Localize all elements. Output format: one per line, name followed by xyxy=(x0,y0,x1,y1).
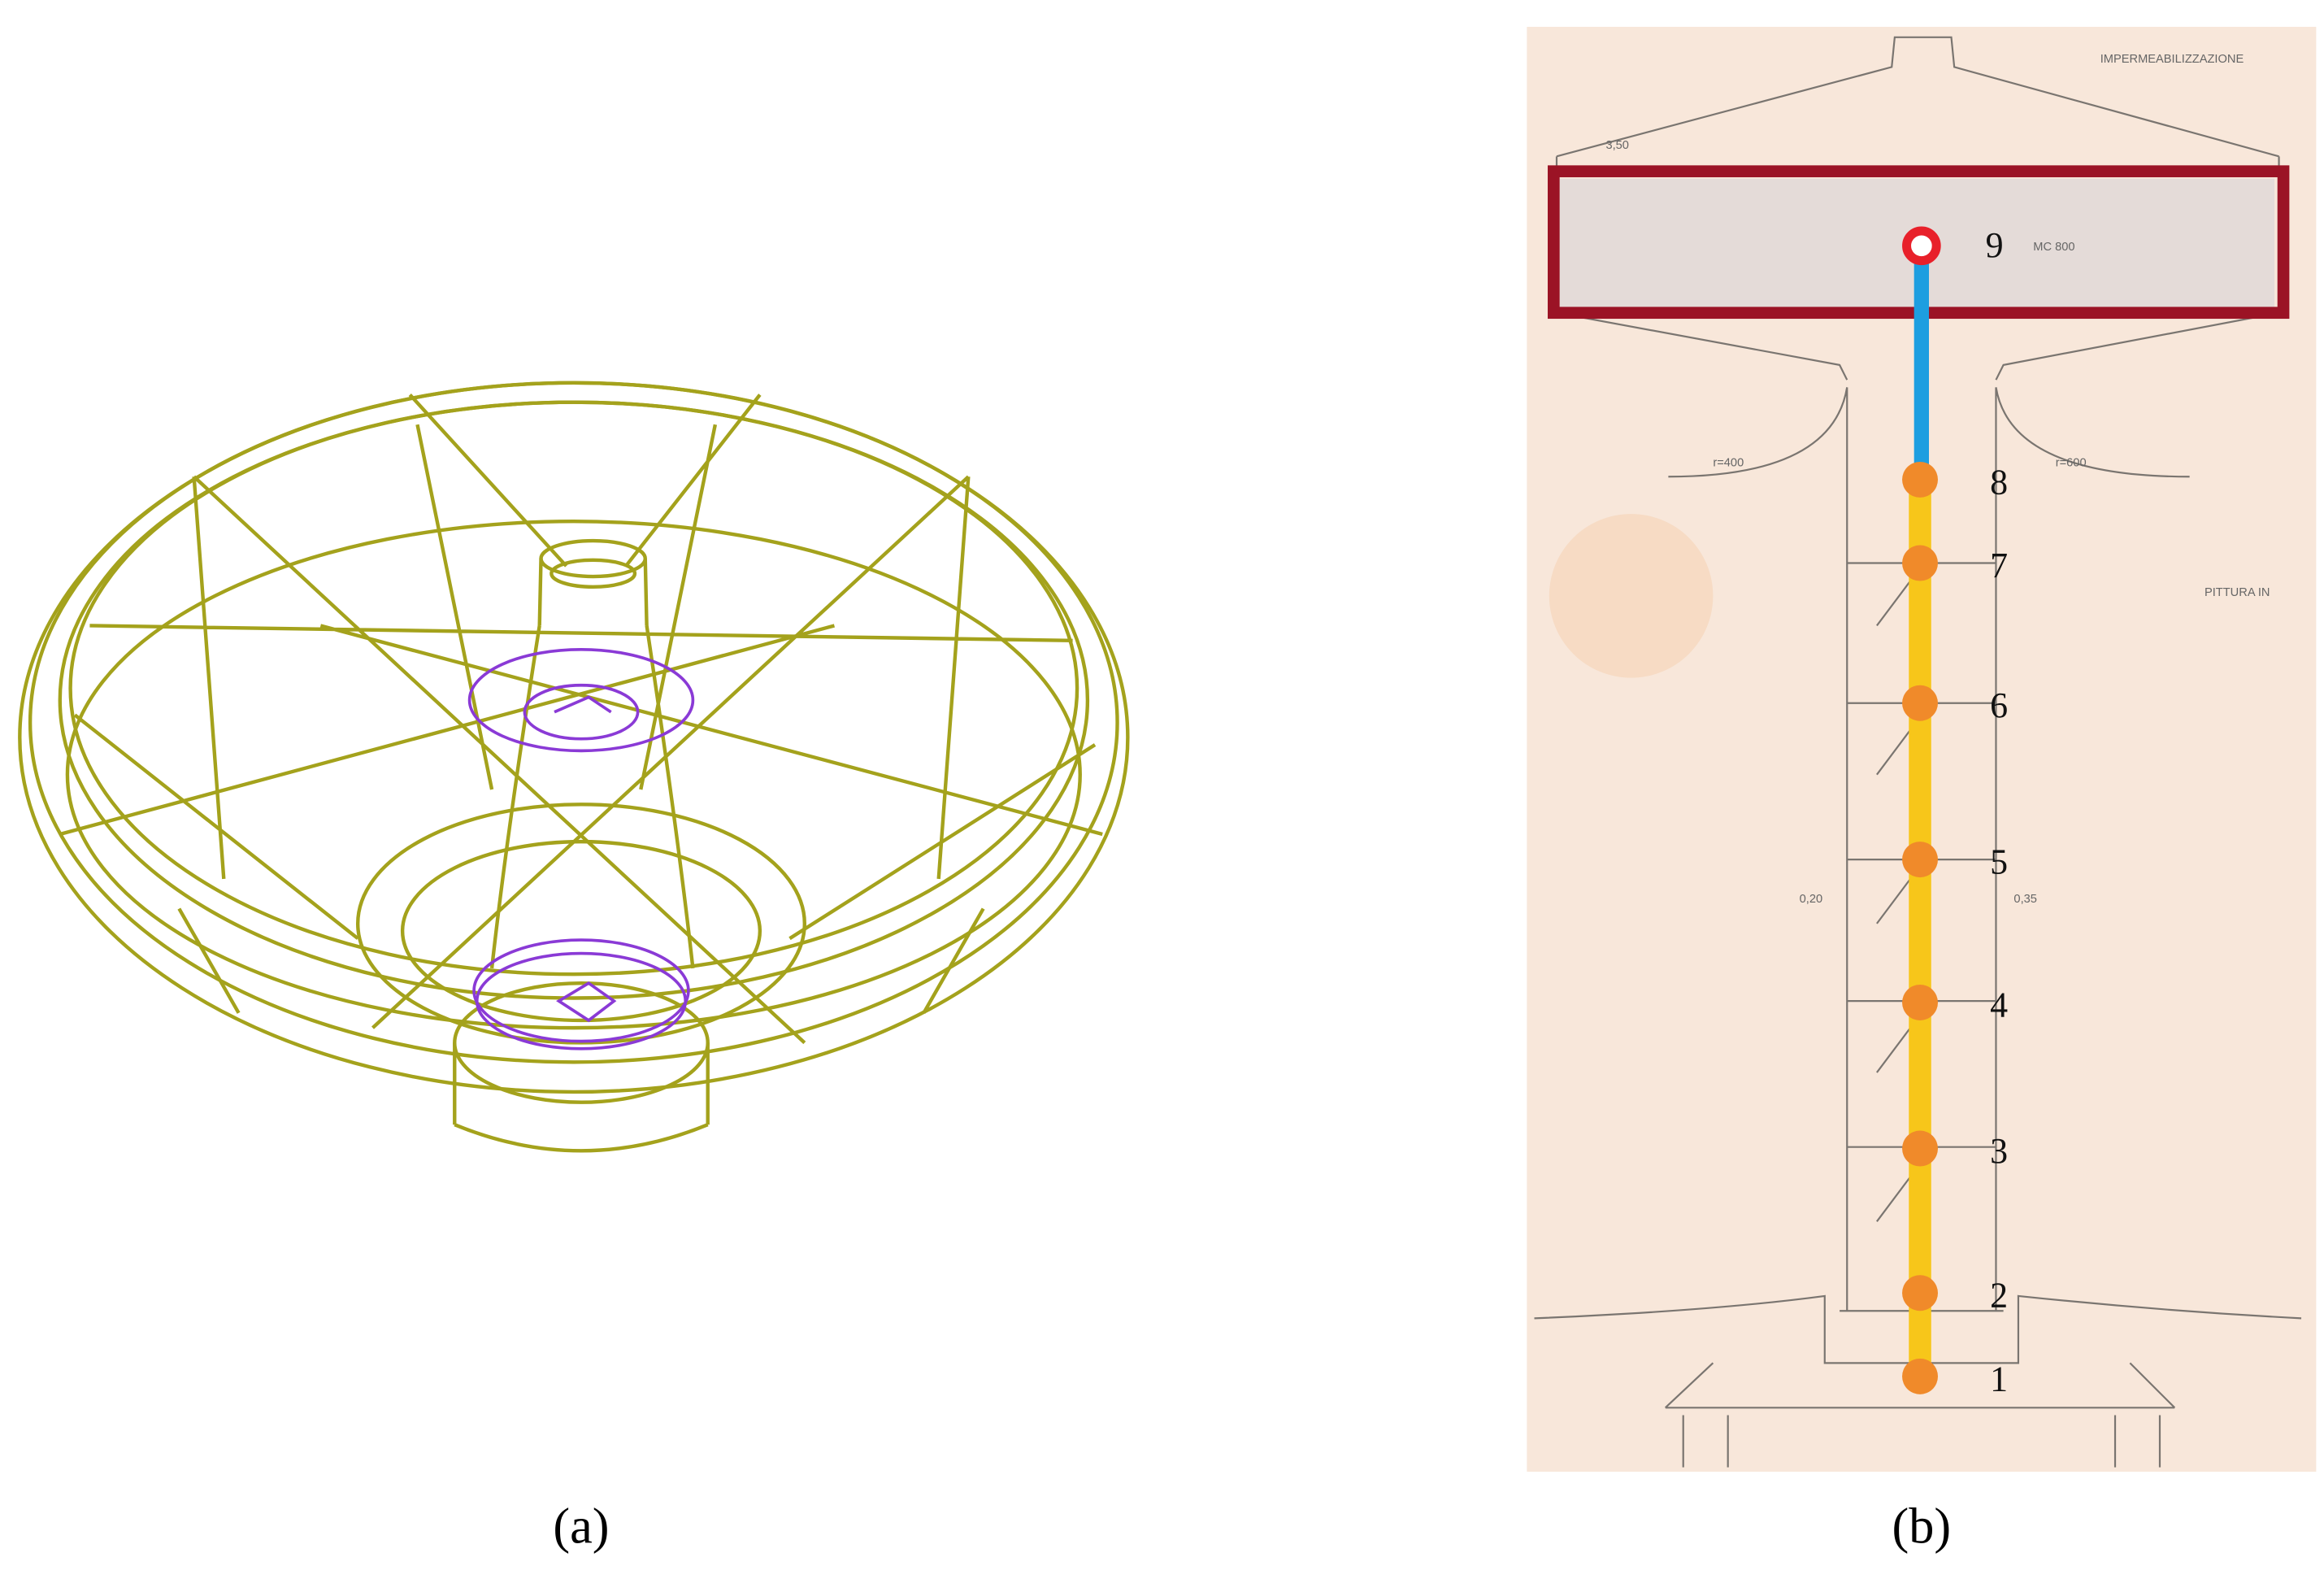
node-label: 4 xyxy=(1990,985,2008,1024)
node-label: 5 xyxy=(1990,842,2008,882)
drawing-text: MC 800 xyxy=(2033,241,2074,254)
nodes: 1 2 3 4 5 6 7 8 9 xyxy=(1902,225,2008,1398)
node-label: 2 xyxy=(1990,1276,2008,1316)
node-dot xyxy=(1902,985,1939,1020)
node-dot xyxy=(1902,1130,1939,1167)
node-dot xyxy=(1902,226,1941,266)
panel-label: (a) xyxy=(553,1499,609,1555)
node-dot xyxy=(1902,545,1939,581)
node-dot xyxy=(1902,461,1939,498)
drawing-text: PITTURA IN xyxy=(2205,586,2270,599)
technical-drawing: IMPERMEABILIZZAZIONE MC 800 PITTURA IN r… xyxy=(1527,26,2317,1472)
node-label: 6 xyxy=(1990,685,2008,725)
drawing-text: 0,35 xyxy=(2013,893,2037,906)
node-label: 7 xyxy=(1990,546,2008,585)
drawing-text: 0,20 xyxy=(1800,893,1823,906)
drawing-text: r=400 xyxy=(1713,456,1744,469)
drawing-text: IMPERMEABILIZZAZIONE xyxy=(2100,53,2244,66)
node-label: 1 xyxy=(1990,1359,2008,1398)
panel-label: (b) xyxy=(1892,1499,1952,1555)
node-dot xyxy=(1902,1275,1939,1311)
node-label: 8 xyxy=(1990,462,2008,502)
node-label: 3 xyxy=(1990,1131,2008,1171)
drawing-text: r=600 xyxy=(2056,456,2087,469)
drawing-text: 3,50 xyxy=(1605,139,1629,152)
node-dot xyxy=(1902,842,1939,878)
node-dot xyxy=(1902,685,1939,721)
node-label: 9 xyxy=(1986,225,2004,265)
wireframe-model xyxy=(18,381,1130,1153)
node-dot xyxy=(1902,1358,1939,1394)
